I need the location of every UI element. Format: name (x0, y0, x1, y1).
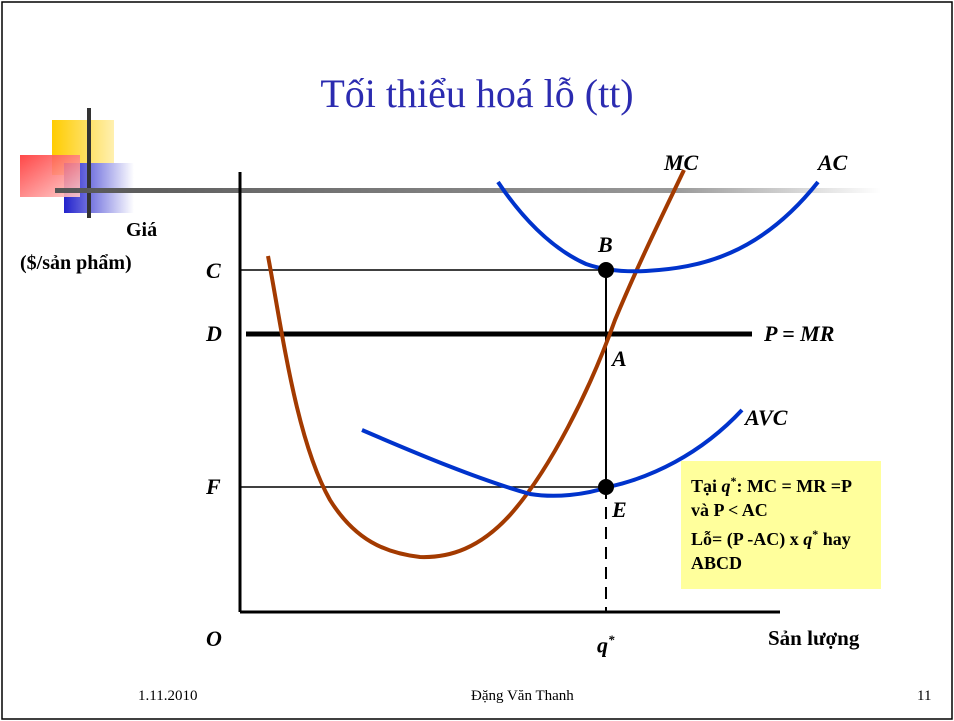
x-axis-label: Sản lượng (768, 626, 860, 650)
point-b (598, 262, 614, 278)
y-axis-label-line2: ($/sản phẩm) (20, 252, 132, 274)
ac-curve (496, 180, 820, 274)
note-line-2: và P < AC (691, 500, 768, 520)
decoration-squares (20, 108, 881, 218)
note-line-4: ABCD (691, 553, 743, 573)
point-e (598, 479, 614, 495)
footer-date: 1.11.2010 (138, 688, 198, 704)
mc-curve (266, 169, 686, 560)
point-b-label: B (598, 232, 613, 257)
level-label-d: D (206, 321, 222, 346)
q-star-label: q* (597, 632, 615, 658)
level-label-c: C (206, 258, 221, 283)
footer-page: 11 (917, 688, 932, 704)
ac-label: AC (818, 150, 848, 175)
point-a-label: A (612, 346, 627, 371)
note-line-3: Lỗ= (P -AC) x q* hay (691, 527, 851, 549)
y-axis-label-line1: Giá (126, 219, 158, 241)
price-line-label: P = MR (764, 321, 835, 346)
footer-author: Đặng Văn Thanh (471, 688, 574, 704)
level-label-f: F (206, 474, 221, 499)
note-line-1: Tại q*: MC = MR =P (691, 474, 852, 496)
origin-label: O (206, 626, 222, 651)
mc-label: MC (664, 150, 699, 175)
note-box: Tại q*: MC = MR =P và P < AC Lỗ= (P -AC)… (681, 461, 881, 589)
avc-curve (361, 408, 744, 498)
point-e-label: E (612, 497, 627, 522)
slide-title: Tối thiểu hoá lỗ (tt) (320, 71, 634, 116)
avc-label: AVC (745, 405, 788, 430)
